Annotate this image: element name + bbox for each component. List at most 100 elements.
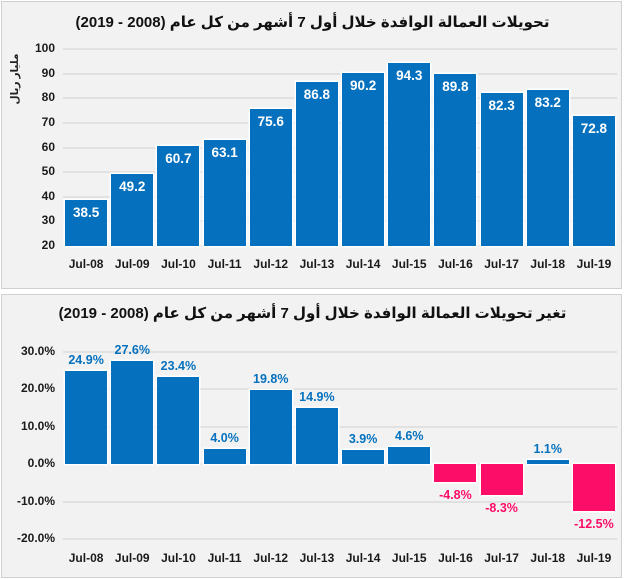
x-tick-label: Jul-14 — [345, 257, 381, 271]
x-tick-label: Jul-11 — [207, 257, 242, 271]
x-tick-label: Jul-19 — [576, 257, 612, 271]
bar-Jul-14 — [342, 449, 385, 465]
x-tick-label: Jul-18 — [530, 257, 566, 271]
bar-value-label: 19.8% — [253, 372, 289, 387]
bar-value-label: 24.9% — [68, 353, 104, 368]
gridline — [63, 121, 617, 124]
bar-Jul-15 — [388, 446, 431, 465]
bar-Jul-15 — [388, 63, 431, 246]
x-tick-label: Jul-15 — [391, 257, 427, 271]
x-tick-label: Jul-13 — [299, 257, 335, 271]
bar-Jul-17 — [480, 464, 523, 496]
bar-Jul-18 — [526, 90, 569, 246]
bar-Jul-19 — [572, 115, 615, 246]
bar-value-label: 60.7 — [165, 150, 192, 166]
gridline — [63, 48, 617, 50]
bar-value-label: 4.0% — [210, 431, 239, 446]
bar-value-label: 4.6% — [395, 428, 424, 443]
bar-value-label: 86.8 — [303, 86, 331, 102]
y-tick-label: -20.0% — [16, 531, 55, 545]
bar-Jul-13 — [295, 408, 338, 465]
bar-Jul-12 — [249, 109, 292, 246]
bar-value-label: 3.9% — [348, 431, 378, 446]
bar-Jul-09 — [111, 360, 154, 465]
bar-value-label: 38.5 — [72, 205, 100, 221]
x-tick-label: Jul-09 — [114, 257, 150, 271]
y-tick-label: 70 — [41, 114, 55, 129]
y-tick-label: 40 — [41, 188, 55, 203]
y-tick-label: 0.0% — [27, 456, 55, 471]
x-tick-label: Jul-13 — [299, 551, 335, 565]
bar-Jul-14 — [342, 73, 385, 246]
remittances-plot-area: 20 30 40 50 60 70 80 90 100 38.5 Jul-08 49.2 Jul-09 6… — [35, 41, 617, 271]
x-tick-label: Jul-17 — [484, 551, 519, 565]
x-tick-label: Jul-16 — [438, 257, 473, 271]
remittances-change-chart-panel: تغير تحويلات العمالة الوافدة خلال أول 7 … — [1, 294, 622, 578]
y-tick-label: -10.0% — [16, 493, 55, 508]
x-tick-label: Jul-10 — [161, 257, 196, 271]
bar-Jul-10 — [157, 376, 200, 465]
x-tick-label: Jul-11 — [207, 551, 242, 565]
bar-value-label: -12.5% — [574, 516, 614, 531]
y-tick-label: 80 — [41, 90, 55, 105]
x-tick-label: Jul-08 — [68, 551, 104, 565]
remittances-chart-panel: تحويلات العمالة الوافدة خلال أول 7 أشهر … — [1, 1, 622, 289]
bar-Jul-08 — [65, 371, 108, 465]
bar-Jul-08 — [65, 200, 108, 246]
bar-value-label: 94.3 — [396, 68, 423, 84]
bar-value-label: 49.2 — [119, 179, 146, 195]
bar-value-label: 75.6 — [257, 114, 284, 130]
gridline — [63, 72, 617, 75]
bar-value-label: 63.1 — [211, 144, 238, 160]
remittances-change-chart-title: تغير تحويلات العمالة الوافدة خلال أول 7 … — [58, 305, 567, 322]
bar-value-label: 27.6% — [114, 342, 150, 357]
bar-Jul-10 — [157, 145, 200, 246]
x-tick-label: Jul-08 — [68, 257, 104, 271]
x-tick-label: Jul-12 — [253, 551, 289, 565]
bar-Jul-16 — [434, 464, 477, 483]
bar-value-label: 72.8 — [580, 120, 608, 136]
bar-value-label: -4.8% — [439, 488, 472, 503]
bar-Jul-18 — [526, 460, 569, 465]
bar-value-label: 14.9% — [299, 390, 335, 405]
bar-Jul-09 — [111, 174, 154, 246]
x-tick-label: Jul-12 — [253, 257, 289, 271]
x-tick-label: Jul-16 — [438, 551, 473, 565]
bar-Jul-12 — [249, 390, 292, 465]
gridline — [63, 97, 617, 100]
x-tick-label: Jul-15 — [391, 551, 427, 565]
gridline — [63, 245, 617, 247]
y-tick-label: 20 — [41, 238, 55, 252]
x-tick-label: Jul-17 — [484, 257, 519, 271]
y-tick-label: 10.0% — [20, 418, 55, 433]
remittances-change-plot-area: -20.0% -10.0% 0.0% 10.0% 20.0% 30.0% 24.9% Jul-… — [17, 343, 617, 565]
x-tick-label: Jul-14 — [345, 551, 381, 565]
y-tick-label: 30.0% — [20, 344, 55, 358]
bar-value-label: 83.2 — [534, 95, 561, 111]
bar-Jul-19 — [572, 464, 615, 511]
bar-value-label: 23.4% — [160, 358, 197, 373]
bar-value-label: 90.2 — [349, 78, 377, 94]
x-tick-label: Jul-09 — [114, 551, 150, 565]
gridline — [63, 146, 617, 149]
remittances-chart-title: تحويلات العمالة الوافدة خلال أول 7 أشهر … — [75, 14, 550, 31]
bar-Jul-17 — [480, 92, 523, 246]
gridline — [63, 538, 617, 540]
bar-value-label: 1.1% — [533, 442, 563, 457]
y-tick-label: 60 — [41, 139, 55, 154]
gridline — [63, 195, 617, 198]
bar-value-label: 82.3 — [488, 97, 515, 113]
gridline — [63, 425, 617, 428]
x-tick-label: Jul-10 — [161, 551, 196, 565]
y-tick-label: 30 — [41, 213, 55, 228]
bar-Jul-11 — [203, 139, 246, 246]
x-tick-label: Jul-18 — [530, 551, 566, 565]
gridline — [63, 463, 617, 466]
y-tick-label: 50 — [41, 164, 55, 179]
x-tick-label: Jul-19 — [576, 551, 612, 565]
gridline — [63, 220, 617, 223]
gridline — [63, 171, 617, 174]
gridline — [63, 351, 617, 353]
y-tick-label: 100 — [34, 41, 55, 55]
